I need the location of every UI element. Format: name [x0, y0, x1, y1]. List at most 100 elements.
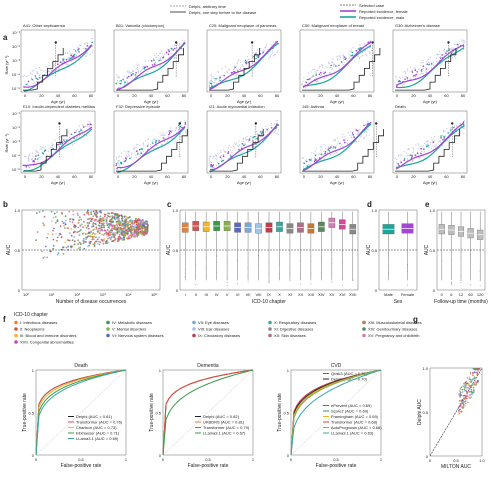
scatter-point: [422, 62, 424, 64]
y-tick: 0.5: [371, 248, 377, 253]
scatter-point: [150, 143, 152, 145]
panel-label: c: [167, 200, 172, 209]
outlier-point: [407, 284, 408, 286]
scatter-point: [245, 139, 247, 141]
scatter-point: [41, 250, 43, 253]
scatter-point: [159, 60, 161, 62]
scatter-point: [146, 224, 149, 227]
scatter-point: [273, 55, 275, 57]
y-tick: 10⁻³: [12, 58, 21, 63]
scatter-point: [112, 224, 114, 227]
legend-label: Transformer (AUC = 0.68): [331, 420, 378, 425]
x-tick: 40: [56, 93, 61, 98]
scatter-point: [211, 81, 213, 83]
scatter-point: [122, 234, 124, 237]
scatter-point: [123, 233, 126, 236]
scatter-point: [78, 131, 80, 133]
legend-marker: [106, 327, 110, 331]
scatter-point: [453, 48, 455, 50]
scatter-point: [82, 242, 85, 245]
scatter-point: [325, 148, 327, 150]
scatter-point: [465, 386, 467, 389]
scatter-point: [438, 56, 440, 58]
scatter-point: [361, 51, 364, 54]
scatter-point: [75, 131, 77, 133]
scatter-point: [370, 43, 372, 45]
scatter-point: [221, 160, 223, 162]
x-tick: 80: [182, 174, 187, 179]
scatter-point: [405, 71, 407, 73]
scatter-point: [404, 71, 406, 73]
scatter-point: [255, 55, 257, 57]
scatter-point: [130, 233, 132, 236]
scatter-point: [420, 147, 422, 150]
scatter-point: [116, 216, 119, 219]
scatter-point: [84, 43, 86, 45]
scatter-point: [144, 226, 147, 228]
scatter-point: [253, 135, 256, 138]
scatter-point: [458, 393, 461, 395]
scatter-point: [241, 143, 244, 145]
scatter-point: [355, 50, 358, 52]
incidence-female: [23, 44, 93, 88]
x-axis-label: Age (yr): [330, 180, 345, 185]
scatter-point: [108, 230, 111, 233]
y-tick: 0: [433, 288, 436, 293]
scatter-point: [420, 152, 422, 155]
outlier-point: [352, 278, 354, 280]
scatter-point: [423, 145, 425, 147]
scatter-point: [416, 71, 419, 73]
scatter-point: [132, 70, 134, 72]
scatter-point: [56, 236, 59, 239]
scatter-point: [79, 246, 81, 249]
scatter-point: [170, 47, 173, 50]
scatter-point: [342, 146, 344, 148]
scatter-point: [103, 215, 106, 218]
scatter-point: [417, 74, 419, 76]
scatter-point: [234, 66, 236, 69]
scatter-point: [422, 73, 424, 75]
scatter-point: [100, 239, 103, 241]
incidence-female: [116, 41, 186, 90]
x-tick: 60: [165, 93, 170, 98]
scatter-point: [159, 52, 161, 55]
scatter-point: [365, 135, 367, 137]
scatter-point: [64, 241, 67, 244]
scatter-point: [66, 52, 68, 55]
scatter-point: [184, 121, 187, 124]
scatter-point: [209, 161, 211, 163]
x-axis-label: Age (yr): [51, 180, 66, 185]
scatter-point: [324, 152, 326, 155]
scatter-point: [119, 80, 121, 82]
scatter-point: [76, 212, 79, 215]
chart-title: Death: [74, 363, 88, 369]
scatter-point: [108, 220, 111, 223]
scatter-point: [177, 43, 179, 45]
scatter-point: [45, 69, 47, 71]
scatter-point: [120, 168, 122, 170]
scatter-point: [56, 220, 59, 223]
scatter-point: [404, 78, 406, 80]
scatter-point: [405, 76, 408, 78]
y-tick: 0.5: [422, 410, 428, 415]
legend-label: X: Respiratory diseases: [274, 320, 316, 325]
scatter-point: [83, 247, 86, 250]
scatter-point: [136, 154, 138, 156]
outlier-point: [441, 261, 443, 263]
scatter-point: [119, 86, 121, 88]
scatter-point: [435, 61, 438, 63]
scatter-point: [89, 53, 91, 56]
x-tick: 60: [258, 93, 263, 98]
outlier-point: [278, 273, 280, 275]
scatter-point: [76, 136, 78, 138]
scatter-point: [45, 65, 47, 68]
scatter-point: [409, 77, 411, 79]
scatter-point: [312, 69, 314, 71]
selected-case-marker: [451, 122, 454, 125]
scatter-point: [417, 147, 419, 149]
x-axis-label: Age (yr): [423, 99, 438, 104]
scatter-point: [318, 153, 320, 156]
scatter-point: [128, 155, 130, 157]
